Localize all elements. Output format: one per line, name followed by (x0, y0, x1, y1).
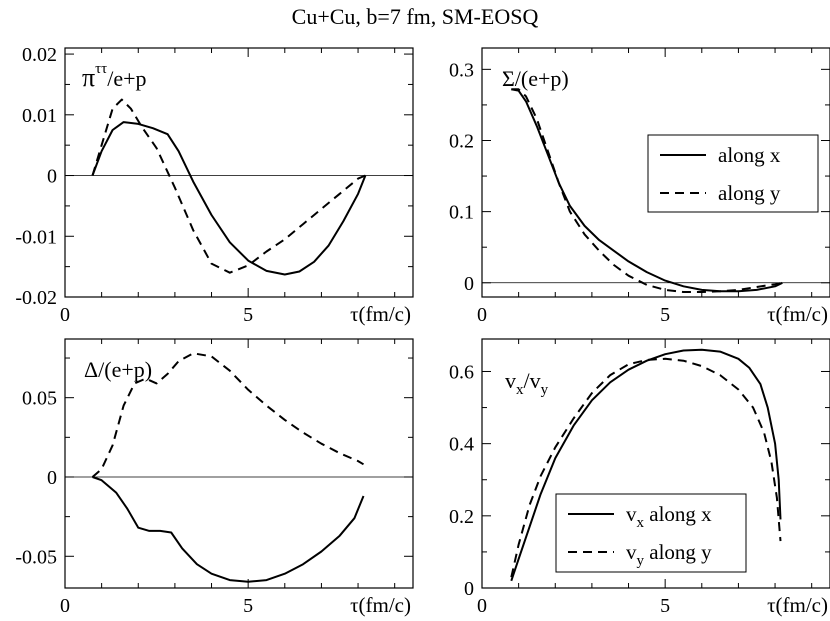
plot-panel-4: 0 5 0 0.2 0.4 0.6 τ(fm/c) vx/vy vx along x vy alo… (449, 338, 830, 617)
y-tick-label: 0.01 (22, 105, 57, 127)
x-axis-label: τ(fm/c) (350, 593, 411, 617)
x-tick-label: 0 (477, 595, 487, 617)
y-tick-label: 0.1 (449, 202, 474, 224)
x-tick-label: 0 (477, 304, 487, 326)
figure-title: Cu+Cu, b=7 fm, SM-EOSQ (291, 4, 539, 29)
y-tick-label: 0.02 (22, 44, 57, 66)
x-tick-label: 5 (243, 304, 253, 326)
x-tick-label: 5 (243, 595, 253, 617)
y-tick-label: 0 (47, 166, 57, 188)
y-axis-label: vx/vy (505, 368, 549, 398)
series-line-solid (91, 121, 367, 276)
series-line-dashed (511, 88, 783, 293)
legend: vx along x vy along y (555, 493, 747, 573)
y-tick-label: -0.01 (15, 226, 57, 248)
plot-frame (481, 47, 830, 298)
y-tick-label: 0.3 (449, 59, 474, 81)
plot-frame (64, 47, 414, 298)
x-tick-label: 5 (660, 595, 670, 617)
plot-frame (481, 338, 830, 589)
series-line-dashed (91, 98, 366, 274)
plot-frame (64, 338, 414, 589)
x-tick-label: 0 (60, 304, 70, 326)
y-tick-label: 0.2 (449, 130, 474, 152)
x-tick-label: 0 (60, 595, 70, 617)
y-axis-label: Σ/(e+p) (502, 66, 569, 91)
x-axis-label: τ(fm/c) (767, 593, 828, 617)
plot-panel-1: 0 5 -0.02 -0.01 0 0.01 0.02 τ(fm/c) πττ/e+p (15, 44, 414, 326)
x-tick-label: 5 (660, 304, 670, 326)
y-tick-label: 0.2 (449, 506, 474, 528)
plot-panel-3: 0 5 -0.05 0 0.05 τ(fm/c) Δ/(e+p) (15, 338, 414, 617)
series-line-solid (511, 88, 783, 293)
y-axis-label: Δ/(e+p) (84, 357, 152, 382)
x-axis-label: τ(fm/c) (350, 302, 411, 326)
legend-label: along y (718, 181, 781, 205)
series-line-solid (510, 348, 782, 582)
y-tick-label: 0 (464, 273, 474, 295)
y-tick-label: -0.02 (15, 287, 57, 309)
legend-label: along x (718, 143, 781, 167)
legend-box (647, 134, 819, 213)
legend-label: vy along y (626, 540, 712, 569)
y-tick-label: 0.05 (22, 388, 57, 410)
y-tick-label: -0.05 (15, 546, 57, 568)
y-axis-label: πττ/e+p (82, 61, 147, 92)
plot-panel-2: 0 5 0 0.1 0.2 0.3 τ(fm/c) Σ/(e+p) along x along y (449, 47, 830, 326)
y-tick-label: 0 (464, 578, 474, 600)
series-line-dashed (91, 352, 365, 478)
series-line-dashed (510, 357, 782, 578)
y-tick-label: 0 (47, 467, 57, 489)
y-tick-label: 0.6 (449, 361, 474, 383)
legend: along x along y (647, 134, 819, 213)
x-axis-label: τ(fm/c) (767, 302, 828, 326)
y-tick-label: 0.4 (449, 434, 474, 456)
legend-box (555, 493, 747, 573)
series-line-solid (92, 476, 365, 583)
legend-label: vx along x (626, 502, 712, 531)
